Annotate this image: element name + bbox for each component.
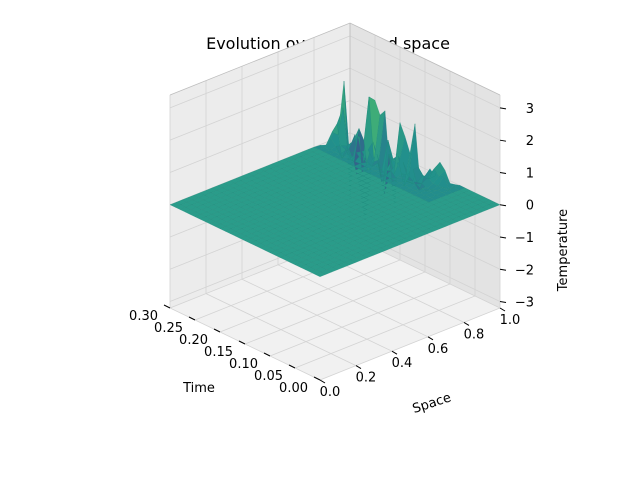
z-tick-label: 2 bbox=[526, 134, 534, 149]
y-tick-label: 0.6 bbox=[428, 342, 449, 357]
z-tick-label: 3 bbox=[526, 102, 534, 117]
x-tick-label: 0.05 bbox=[254, 369, 283, 384]
x-tick-mark bbox=[213, 328, 221, 333]
z-tick-mark bbox=[499, 204, 507, 207]
y-tick-label: 0.4 bbox=[392, 356, 413, 371]
x-tick-mark bbox=[263, 352, 271, 357]
x-tick-mark bbox=[188, 316, 196, 321]
y-tick-mark bbox=[355, 365, 362, 370]
axis-ticks: 0.000.050.100.150.200.250.30 0.0 0.2 0.4 0.6… bbox=[129, 102, 534, 400]
z-tick-mark bbox=[499, 268, 507, 271]
z-tick-label: −1 bbox=[515, 231, 534, 246]
z-tick-label: −3 bbox=[515, 296, 534, 311]
x-tick-label: 0.25 bbox=[154, 321, 183, 336]
z-tick-mark bbox=[499, 107, 507, 110]
y-tick-mark bbox=[499, 307, 506, 312]
y-tick-label: 0.8 bbox=[464, 327, 485, 342]
y-tick-label: 0.0 bbox=[320, 385, 341, 400]
x-tick-label: 0.10 bbox=[229, 357, 258, 372]
grid-line-y bbox=[277, 51, 429, 338]
z-tick-mark bbox=[499, 171, 507, 174]
grid-line-y bbox=[241, 66, 393, 352]
x-tick-mark bbox=[238, 340, 246, 345]
surface-patch bbox=[488, 202, 501, 208]
x-tick-label: 0.15 bbox=[204, 345, 233, 360]
y-tick-mark bbox=[463, 321, 470, 326]
x-tick-mark bbox=[288, 364, 296, 369]
z-tick-mark bbox=[499, 139, 507, 142]
z-tick-label: 1 bbox=[526, 166, 534, 181]
y-tick-mark bbox=[391, 350, 398, 355]
surface-plot bbox=[169, 80, 501, 277]
x-tick-mark bbox=[313, 376, 321, 381]
y-tick-mark bbox=[319, 379, 326, 384]
z-tick-label: 0 bbox=[526, 199, 534, 214]
x-tick-label: 0.30 bbox=[129, 309, 158, 324]
x-axis-label: Time bbox=[182, 381, 215, 396]
x-tick-label: 0.00 bbox=[279, 381, 308, 396]
x-tick-mark bbox=[163, 304, 171, 309]
y-tick-label: 1.0 bbox=[500, 313, 521, 328]
grid-line-y bbox=[205, 80, 357, 366]
y-tick-mark bbox=[427, 336, 434, 341]
z-tick-mark bbox=[499, 236, 507, 239]
y-tick-label: 0.2 bbox=[356, 371, 377, 386]
z-axis-label: Temperature bbox=[556, 209, 571, 292]
z-tick-mark bbox=[499, 301, 507, 304]
y-axis-label: Space bbox=[411, 390, 453, 417]
x-tick-label: 0.20 bbox=[179, 333, 208, 348]
z-tick-label: −2 bbox=[515, 263, 534, 278]
